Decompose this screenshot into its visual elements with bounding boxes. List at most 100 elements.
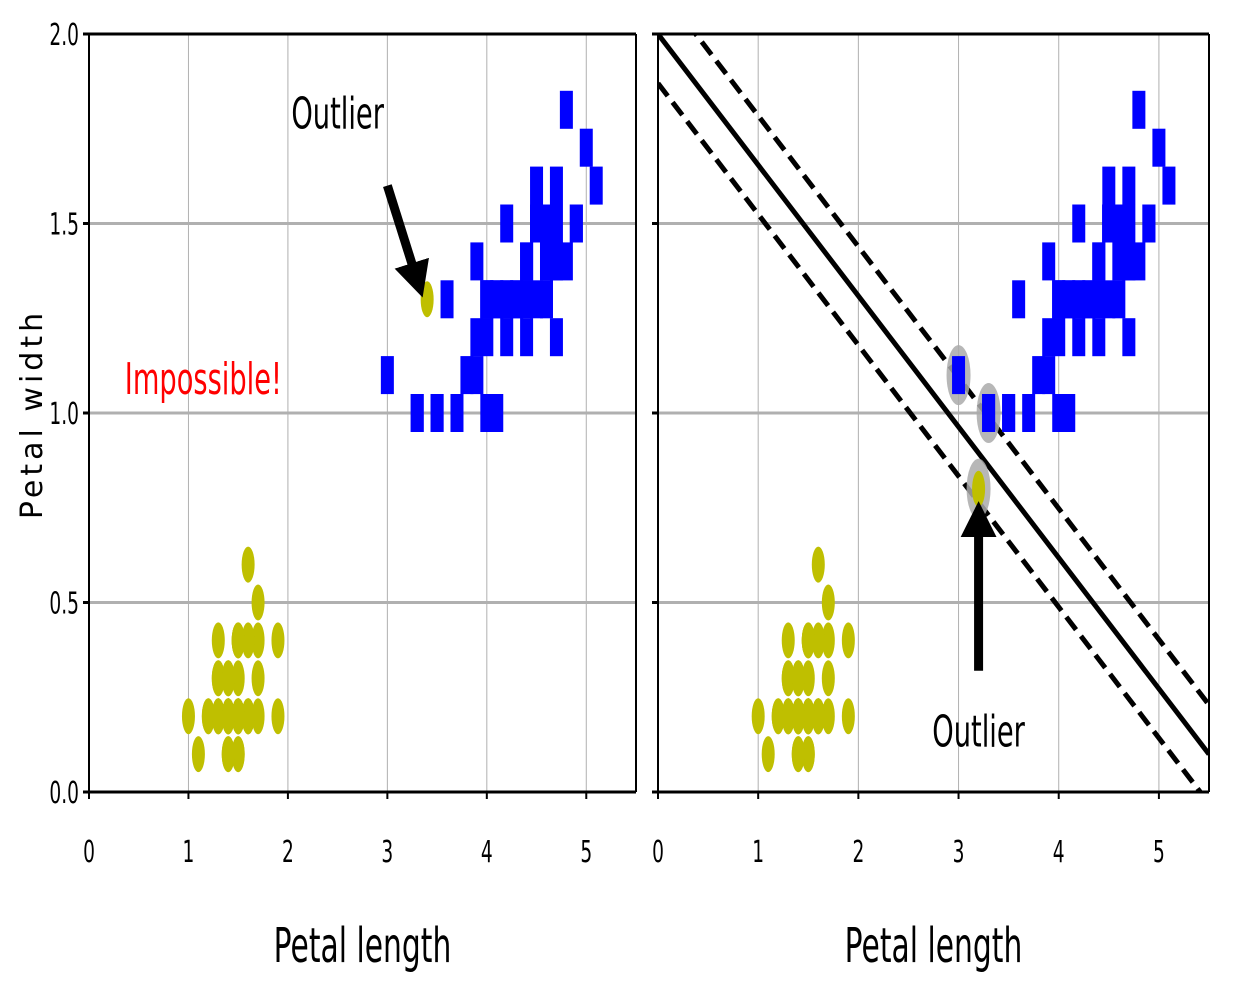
data-point-ellipse [241,622,255,659]
data-point-square [1132,90,1146,129]
data-point-square [1132,242,1146,281]
data-point-square [549,318,563,357]
data-point-square [1102,166,1116,205]
x-tick-label: 3 [381,834,393,869]
data-point-ellipse [791,698,805,735]
data-point-square [579,128,593,167]
data-point-ellipse [211,698,225,735]
annotation-arrow [383,184,429,298]
data-point-square [1122,166,1136,205]
data-point-ellipse [821,660,835,697]
x-tick-label: 2 [852,834,864,869]
data-point-ellipse [841,622,855,659]
data-point-square [1052,280,1066,319]
x-tick-label: 4 [1053,834,1065,869]
data-point-square [530,166,544,205]
data-point-ellipse [271,622,285,659]
x-tick-label: 3 [953,834,965,869]
data-point-square [1052,318,1066,357]
data-point-ellipse [801,698,815,735]
data-point-square [510,280,524,319]
data-point-square [559,242,573,281]
decision-boundary [658,34,1209,756]
data-point-ellipse [241,546,255,583]
data-point-ellipse [231,660,245,697]
data-point-square [410,394,424,432]
data-point-square [1092,280,1106,319]
data-point-ellipse [191,736,205,773]
data-point-square [1102,204,1116,243]
data-point-ellipse [791,660,805,697]
data-point-square [1122,204,1136,243]
data-point-square [380,356,394,395]
x-axis-label: Petal length [845,919,1023,974]
data-point-square [1022,394,1036,432]
data-point-ellipse [811,698,825,735]
data-point-square [1092,318,1106,357]
y-axis-label: Petal width [15,309,50,519]
outlier-point [972,470,986,507]
data-point-square [549,204,563,243]
data-point-square [480,280,494,319]
data-point-ellipse [811,622,825,659]
y-tick-label: 1.0 [49,396,79,431]
data-point-square [460,356,474,395]
data-point-square [1112,204,1126,243]
data-point-square [1062,394,1076,432]
data-point-square [1142,204,1156,243]
data-point-square [500,318,514,357]
panel-left: Outlier Impossible! 0 1 2 3 4 5 0.0 0.5 1.0 1.5 2.0 P… [49,17,637,974]
data-point-ellipse [201,698,215,735]
outlier-label: Outlier [932,706,1025,758]
data-point-square [480,394,494,432]
outlier-label: Outlier [291,88,384,140]
data-point-ellipse [821,698,835,735]
data-point-square [1122,242,1136,281]
y-tick-label: 1.5 [49,207,79,242]
data-point-ellipse [771,698,785,735]
data-point-square [1042,318,1056,357]
data-point-square [952,356,966,395]
data-point-ellipse [231,736,245,773]
data-point-square [982,394,996,432]
data-point-square [1062,280,1076,319]
outlier-point [420,281,434,318]
margin-upper [692,34,1209,707]
data-point-square [1122,318,1136,357]
data-point-ellipse [211,622,225,659]
data-point-ellipse [811,546,825,583]
x-tick-label: 2 [282,834,294,869]
data-point-square [470,242,484,281]
data-point-square [1102,280,1116,319]
data-point-ellipse [211,660,225,697]
data-point-ellipse [221,698,235,735]
data-point-square [1032,356,1046,395]
data-point-square [1072,204,1086,243]
data-point-ellipse [751,698,765,735]
data-point-ellipse [781,622,795,659]
data-point-ellipse [271,698,285,735]
data-point-square [1072,280,1086,319]
data-point-ellipse [801,660,815,697]
x-tick-label: 4 [481,834,493,869]
data-point-square [1002,394,1016,432]
data-point-ellipse [781,660,795,697]
data-point-ellipse [251,584,265,621]
data-point-square [549,166,563,205]
data-point-ellipse [781,698,795,735]
plot-area [658,34,1209,792]
data-point-square [1072,318,1086,357]
data-point-ellipse [761,736,775,773]
y-tick-label: 2.0 [49,17,79,52]
data-point-ellipse [251,698,265,735]
data-point-square [520,242,534,281]
data-point-square [549,242,563,281]
data-point-square [450,394,464,432]
data-point-square [539,280,553,319]
data-point-ellipse [841,698,855,735]
panel-right: Outlier 0 1 2 3 4 5 Petal length [652,32,1210,974]
data-point-ellipse [801,736,815,773]
data-point-square [480,318,494,357]
data-point-square [1152,128,1166,167]
data-point-square [1042,356,1056,395]
